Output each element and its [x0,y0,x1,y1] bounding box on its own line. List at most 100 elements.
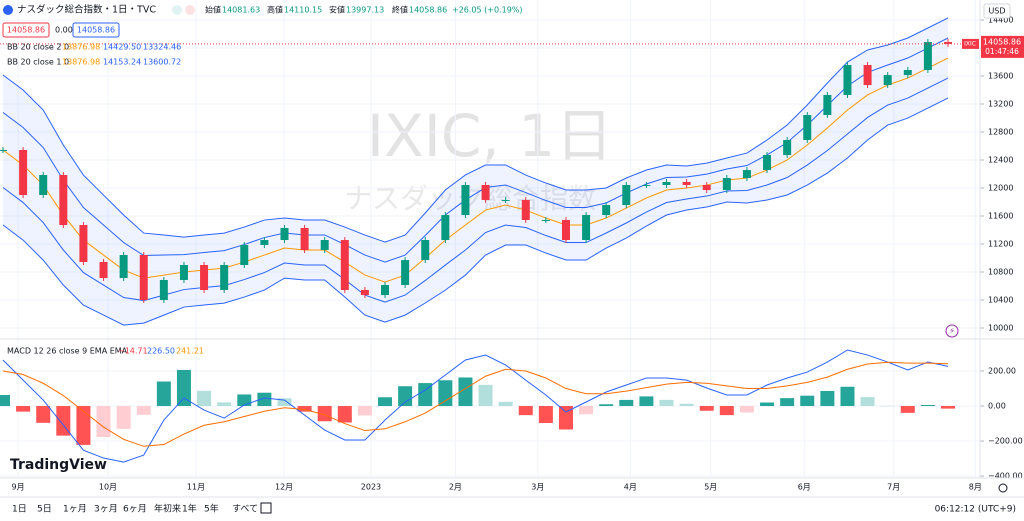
band-lower [2,97,949,326]
range-button[interactable]: 1日 [12,504,27,515]
calendar-icon[interactable] [260,502,272,514]
indicator-label[interactable]: MACD 12 26 close 9 EMA EMA [7,347,128,356]
x-tick-label: 9月 [12,483,25,492]
candle [200,264,209,290]
plot: 10000 10400 10800 11200 11600 12000 12400 12800… [0,0,1024,492]
countdown: 01:47:46 [985,47,1019,56]
indicator-value: 226.50 [147,347,175,356]
histogram-bar [337,406,352,423]
brand[interactable]: TradingView [10,457,107,473]
buy-box[interactable] [72,22,120,38]
x-tick-label: 3月 [531,483,544,492]
status-icon [185,5,195,15]
histogram-bar [257,392,272,407]
histogram-bar [156,381,171,407]
candle [441,215,450,241]
histogram-bar [659,399,674,407]
candle [582,215,591,241]
candle [803,114,812,140]
histogram-bar [176,369,191,407]
x-tick-label: 12月 [275,483,293,492]
spread: 0.00 [55,26,73,35]
histogram-bar [941,406,955,409]
y-tick-label: 10400 [988,295,1013,304]
candle [642,184,651,186]
candle [702,184,711,191]
candle [340,240,349,290]
histogram-bar [780,398,795,407]
sell-box[interactable] [2,22,50,38]
range-button[interactable]: 5年 [204,503,219,515]
candle [883,75,892,86]
range-button[interactable]: 年初来 [154,503,181,515]
histogram-bar [719,406,734,416]
y-tick-label: 11200 [988,239,1013,248]
macd-line [2,349,949,463]
candle [541,219,550,221]
event-glyph[interactable]: ⚡ [949,327,955,336]
band-fill [3,17,948,326]
candle [0,149,7,151]
ohlc-label: 終値 [392,5,408,15]
event-icon[interactable] [945,324,959,338]
histogram-bar [679,403,694,407]
y-tick-label: 13600 [988,72,1013,81]
candle [220,264,229,290]
candle [763,155,772,171]
ohlc-label: 高値 [267,5,283,15]
indicator-value: 14429.50 [103,43,141,52]
toolbar: 06:12:12 (UTC+9) 1日 5日 1ヶ月 3ヶ月 6ヶ月 年初来 1年 5年 すべて [12,502,1016,515]
ohlc-value: 14058.86 [409,6,447,15]
range-button[interactable]: 1年 [182,503,197,515]
candle [119,254,128,279]
ohlc-label: 始値 [205,5,221,15]
indicator-label[interactable]: BB 20 close 2 0 [7,43,69,52]
ohlc-value: 13997.13 [346,6,384,15]
x-tick-label: 10月 [99,483,117,492]
candle [903,69,912,76]
indicator-value: 13876.98 [62,43,100,52]
y-tick-label: 12400 [988,156,1013,165]
candle [300,227,309,251]
last-price: 14058.86 [983,37,1021,46]
symbol-title[interactable]: ナスダック総合指数・1日・TVC [17,4,156,16]
settings-icon[interactable] [998,483,1008,493]
x-tick-label: 7月 [887,483,900,492]
histogram-bar [820,390,835,407]
range-button[interactable]: 6ヶ月 [123,504,147,515]
clock[interactable]: 06:12:12 (UTC+9) [935,505,1016,515]
candle [521,199,530,220]
x-tick-label: 2023 [361,483,381,492]
x-tick-label: 11月 [187,483,205,492]
symbol-icon [3,5,13,15]
band-upper [2,37,949,263]
y-tick-label: 12800 [988,128,1013,137]
histogram-bar [16,406,31,412]
histogram-bar [378,397,393,407]
symbol-tag [962,38,979,49]
histogram-bar [900,406,915,413]
candle [421,240,430,261]
y-tick-label: −200.00 [988,437,1023,446]
range-button[interactable]: 5日 [37,504,52,515]
watermark-subtitle: ナスダック総合指数 [344,182,596,215]
range-button[interactable]: 1ヶ月 [63,504,87,515]
indicator-value: 14153.24 [103,58,141,67]
candle [159,279,168,300]
range-button[interactable]: 3ヶ月 [94,504,118,515]
y-tick-label: −400.00 [988,472,1023,481]
candle [783,139,792,156]
candle [139,254,148,300]
histogram-bar [458,377,473,407]
histogram-bar [96,406,111,438]
indicator-label[interactable]: BB 20 close 1 0 [7,58,69,67]
currency-button[interactable] [983,3,1011,19]
range-button[interactable]: すべて [232,504,258,515]
watermark: IXIC, 1日 ナスダック総合指数 [344,102,613,215]
histogram-bar [76,406,91,445]
currency[interactable]: USD [988,7,1005,16]
buy-price[interactable]: 14058.86 [77,26,115,35]
change: +26.05 (+0.19%) [452,6,523,15]
sell-price[interactable]: 14058.86 [7,26,45,35]
